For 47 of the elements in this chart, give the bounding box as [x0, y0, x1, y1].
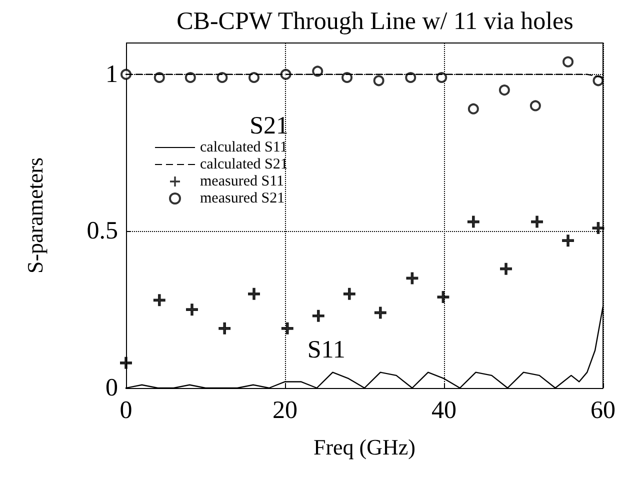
point [218, 322, 231, 334]
annotation: S21 [250, 112, 289, 140]
point [498, 84, 510, 96]
point [531, 216, 544, 228]
point [592, 222, 604, 234]
y-tick-label: 1 [106, 60, 118, 88]
point [153, 294, 166, 306]
legend-label: calculated S21 [200, 156, 288, 172]
point [406, 272, 418, 284]
y-axis-title: S-parameters [22, 157, 48, 274]
x-tick-label: 40 [432, 397, 456, 424]
point [437, 291, 450, 304]
point [281, 322, 294, 334]
point [248, 72, 260, 83]
point [154, 72, 165, 83]
point [468, 103, 479, 114]
point [248, 288, 260, 300]
point [374, 306, 386, 319]
point [186, 304, 198, 316]
y-tick-label: 0.5 [86, 218, 118, 245]
x-tick-label: 60 [590, 397, 616, 424]
point [500, 262, 512, 275]
point [120, 356, 132, 369]
point [436, 72, 448, 83]
point [562, 234, 574, 247]
point [562, 56, 574, 68]
y-tick-label: 0 [106, 374, 118, 402]
chart-title: CB-CPW Through Line w/ 11 via holes [176, 8, 574, 35]
point [530, 100, 541, 112]
point [343, 288, 356, 300]
point [216, 72, 228, 83]
x-tick-label: 20 [272, 397, 298, 424]
point [342, 72, 353, 83]
point [312, 310, 324, 322]
point [467, 216, 480, 228]
point [373, 75, 384, 86]
legend-label: calculated S11 [200, 140, 288, 156]
point [405, 72, 416, 83]
annotation: S11 [307, 336, 346, 364]
point [184, 72, 196, 83]
point [592, 75, 604, 86]
point [312, 66, 324, 77]
legend-label: measured S11 [200, 174, 284, 190]
point [120, 68, 132, 80]
x-axis-title: Freq (GHz) [313, 434, 416, 460]
legend-label: measured S21 [200, 190, 285, 206]
point [280, 68, 292, 80]
